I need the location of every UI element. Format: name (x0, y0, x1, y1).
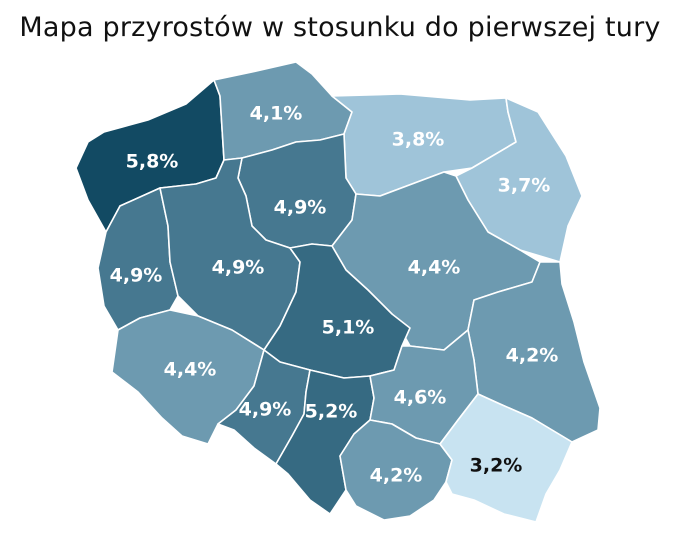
label-zachodniopomorskie: 5,8% (126, 151, 179, 173)
map-title: Mapa przyrostów w stosunku do pierwszej … (19, 12, 661, 43)
label-kujawsko-pomorskie: 4,9% (274, 197, 327, 219)
label-pomorskie: 4,1% (250, 103, 303, 125)
label-lubelskie: 4,2% (506, 345, 559, 367)
label-mazowieckie: 4,4% (408, 257, 461, 279)
region-malopolskie[interactable] (339, 419, 453, 521)
label-lodzkie: 5,1% (322, 317, 375, 339)
label-warminsko-mazurskie: 3,8% (392, 129, 445, 151)
label-dolnoslaskie: 4,4% (164, 359, 217, 381)
label-podkarpackie: 3,2% (470, 455, 523, 477)
label-slaskie: 5,2% (305, 401, 358, 423)
label-opolskie: 4,9% (239, 399, 292, 421)
label-swietokrzyskie: 4,6% (394, 387, 447, 409)
label-lubuskie: 4,9% (110, 265, 163, 287)
label-malopolskie: 4,2% (370, 465, 423, 487)
label-wielkopolskie: 4,9% (212, 257, 265, 279)
region-podkarpackie[interactable] (439, 393, 573, 523)
label-podlaskie: 3,7% (498, 175, 551, 197)
